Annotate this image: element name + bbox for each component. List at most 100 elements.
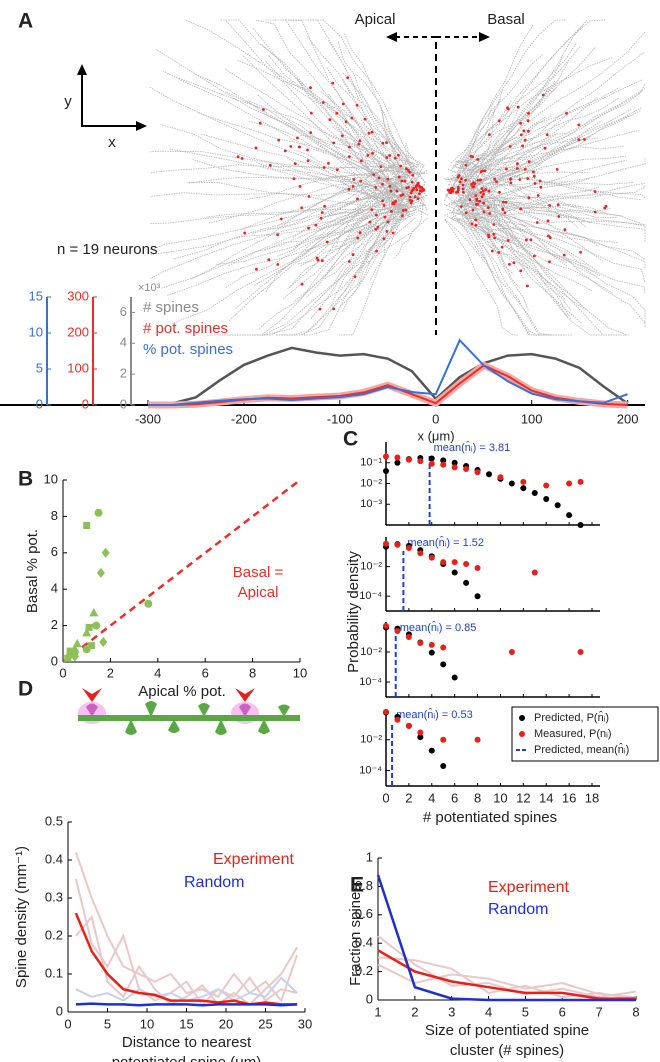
neuron-branch	[184, 19, 407, 165]
neuron-branch	[309, 160, 404, 215]
neuron-branch	[177, 77, 418, 166]
spine-dot	[376, 225, 380, 229]
spine-dot	[390, 210, 393, 213]
spine-dot	[306, 148, 309, 152]
point	[463, 560, 470, 567]
spine-dot	[464, 163, 468, 167]
neuron-branch	[456, 42, 577, 166]
line	[75, 1002, 298, 1007]
neuron-branch	[466, 88, 646, 190]
spine-dot	[309, 86, 312, 90]
point	[89, 607, 99, 617]
neuron-branch	[452, 212, 646, 270]
spine-dot	[527, 160, 531, 164]
neuron-branch	[387, 122, 409, 173]
neuron-branch	[469, 175, 526, 270]
spine-dot	[322, 166, 326, 169]
spine-dot	[497, 251, 501, 254]
spine-dot	[482, 192, 485, 196]
spine-dot	[479, 178, 482, 182]
spine-dot	[529, 238, 533, 242]
neuron-branch	[280, 182, 418, 336]
y-axis-label: Fraction spines	[347, 884, 364, 986]
point	[543, 482, 550, 489]
spine-dot	[541, 93, 545, 97]
y-tick-label: 8	[51, 508, 58, 523]
x-tick-label: 2	[411, 1004, 418, 1019]
spine-dot	[397, 175, 401, 179]
spine-dot	[309, 131, 313, 135]
spine-dot	[562, 253, 566, 257]
point	[474, 736, 481, 743]
spine-dot	[478, 199, 481, 203]
neuron-branch	[257, 94, 403, 210]
point	[440, 461, 447, 468]
spine-dot	[348, 145, 351, 149]
neuron-branch	[464, 157, 646, 206]
spine-dot	[359, 179, 363, 183]
point	[70, 651, 79, 662]
neuron-branch	[283, 192, 418, 300]
point	[83, 522, 91, 529]
point	[70, 644, 80, 653]
spine-dot	[348, 155, 351, 159]
neuron-branch	[457, 24, 534, 176]
y-tick-label: 0.6	[355, 906, 373, 921]
spine-dot	[523, 138, 527, 142]
x-tick-label: 2	[107, 665, 114, 680]
x-tick-label: 3	[448, 1004, 455, 1019]
spine-dot	[370, 130, 374, 134]
spine-dot	[397, 153, 400, 157]
spine-dot	[512, 261, 516, 265]
spine-dot	[484, 188, 488, 191]
neuron-branch	[472, 212, 646, 328]
point	[405, 634, 412, 640]
spine-dot	[415, 188, 419, 192]
neuron-branch	[344, 33, 407, 164]
legend-box	[511, 706, 659, 762]
neuron-branch	[340, 162, 400, 193]
spine-dot	[377, 176, 381, 180]
neuron-branch	[344, 210, 413, 241]
spine-dot	[501, 208, 505, 212]
neuron-branch	[454, 137, 600, 172]
x-tick-label: 1	[374, 1004, 381, 1019]
neuron-branch	[448, 82, 559, 181]
spine-dot	[563, 228, 567, 232]
neuron-branch	[457, 19, 567, 172]
neuron-branch	[149, 150, 428, 174]
neuron-branch	[261, 44, 418, 182]
spine-dot	[521, 144, 524, 148]
spine-dot	[381, 199, 384, 203]
spine-dot	[341, 102, 345, 106]
spine-dot	[464, 211, 468, 215]
x-tick-label: 10	[140, 1016, 154, 1031]
neuron-branch	[447, 168, 604, 262]
spine-dot	[577, 138, 581, 142]
neuron-branch	[350, 201, 404, 256]
spine-dot	[408, 170, 412, 174]
point	[405, 545, 412, 552]
point	[394, 716, 401, 723]
neuron-branch	[471, 97, 620, 164]
x-tick-label: 15	[179, 1016, 193, 1031]
spine-dot	[533, 254, 536, 258]
trace	[377, 963, 637, 999]
neuron-branch	[339, 166, 429, 216]
spine-dot	[526, 177, 530, 180]
neuron-branch	[461, 215, 567, 301]
spine-dot	[351, 253, 355, 257]
neuron-branch	[460, 212, 629, 336]
spine-dot	[579, 250, 582, 254]
neuron-branch	[464, 107, 520, 189]
spine-dot	[385, 141, 388, 145]
spine-dot	[386, 220, 390, 224]
y-tick-label: 0	[56, 1003, 63, 1018]
point	[417, 729, 424, 736]
neuron-branch	[247, 100, 399, 189]
spine-dot	[328, 118, 332, 122]
y-tick-label: 0.2	[355, 963, 373, 978]
x-tick-label: 6	[451, 790, 458, 805]
spine-dot	[416, 197, 420, 201]
point	[82, 627, 92, 637]
